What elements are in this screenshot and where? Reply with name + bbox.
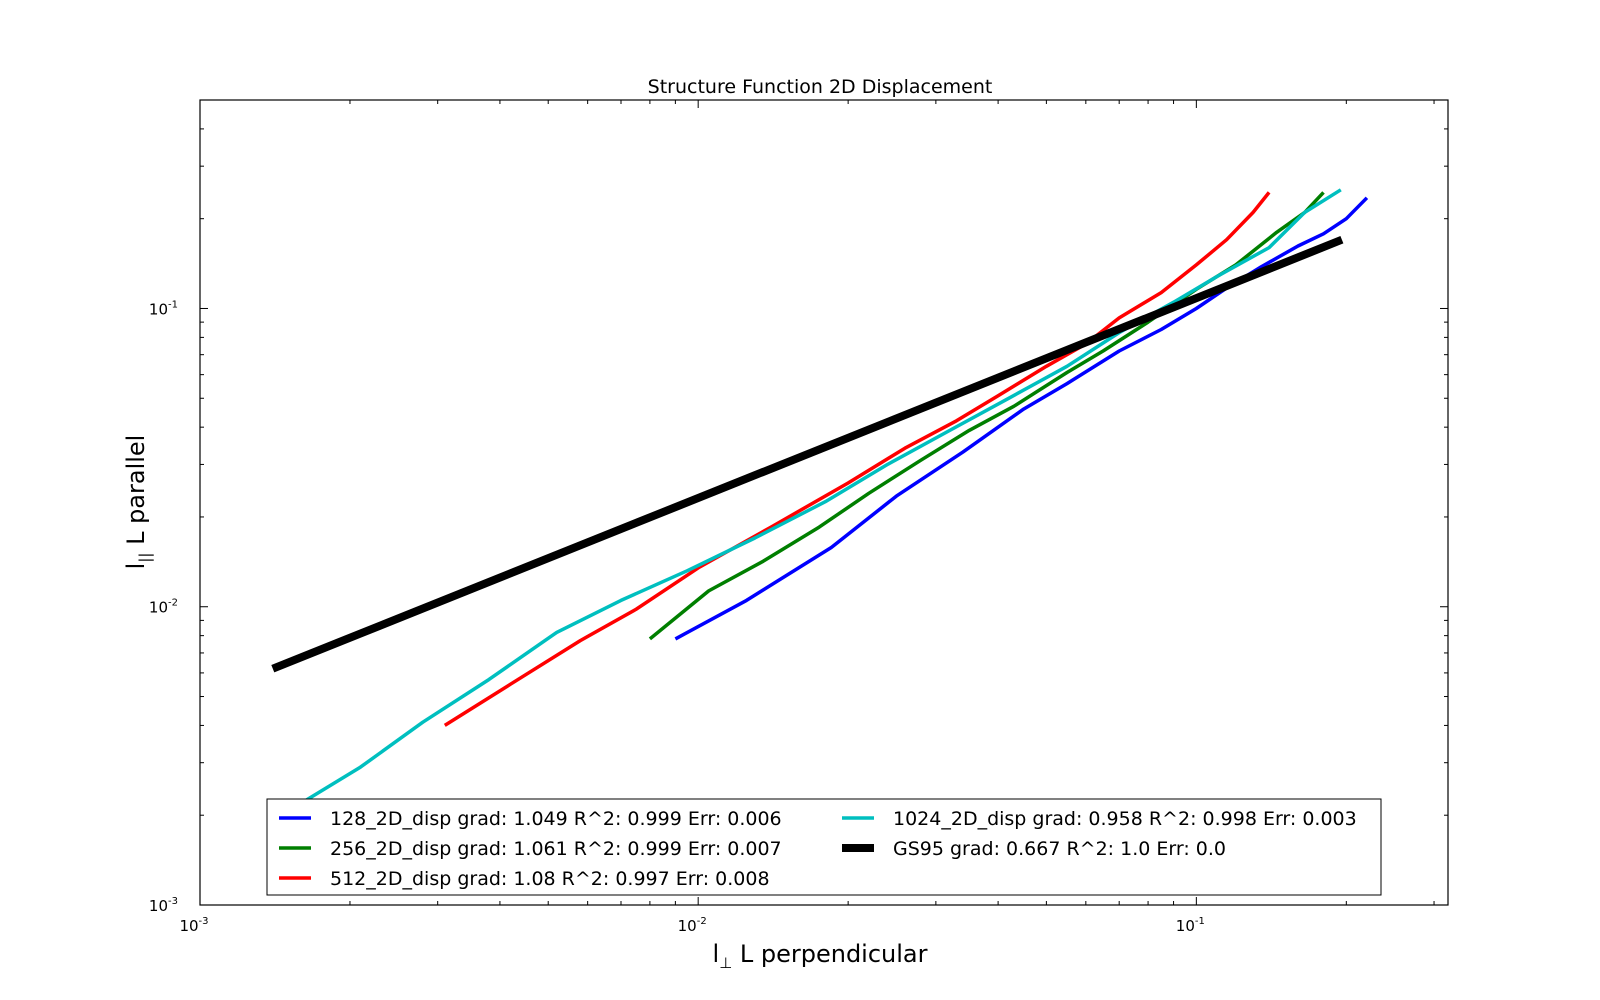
plot-frame (199, 99, 1449, 906)
y-tick-label: 10-2 (149, 598, 178, 617)
legend-label-3: 512_2D_disp grad: 1.08 R^2: 0.997 Err: 0… (330, 868, 770, 890)
legend-label-4: 1024_2D_disp grad: 0.958 R^2: 0.998 Err:… (893, 808, 1357, 830)
x-axis-label-text: L perpendicular (732, 940, 927, 968)
series-line-2 (648, 191, 1325, 641)
chart-title: Structure Function 2D Displacement (648, 76, 993, 98)
x-tick-base: 10 (1176, 917, 1195, 935)
legend-label-2: 256_2D_disp grad: 1.061 R^2: 0.999 Err: … (330, 838, 782, 860)
x-tick-base: 10 (678, 917, 697, 935)
series-line-5 (271, 235, 1344, 673)
x-axis-label: l⊥ L perpendicular (712, 940, 927, 972)
y-axis-label-symbol: l (122, 563, 150, 570)
y-tick-label: 10-1 (149, 299, 178, 318)
x-axis-label-subscript: ⊥ (719, 954, 732, 972)
y-axis-label-text: L parallel (122, 435, 150, 553)
series-layer (271, 188, 1369, 805)
ticks-layer: 10-3 10-2 10-110-310-210-1 (149, 99, 1448, 935)
legend-label-5: GS95 grad: 0.667 R^2: 1.0 Err: 0.0 (893, 838, 1226, 860)
y-tick-base: 10 (149, 599, 168, 617)
x-tick-exponent: -2 (697, 916, 707, 927)
y-tick-exponent: -1 (168, 299, 178, 310)
series-line-4 (300, 188, 1342, 805)
legend-label-1: 128_2D_disp grad: 1.049 R^2: 0.999 Err: … (330, 808, 782, 830)
x-tick-label: 10-2 (678, 916, 707, 935)
x-tick-exponent: -3 (199, 916, 209, 927)
series-line-1 (674, 196, 1369, 641)
y-tick-label: 10-3 (149, 896, 178, 915)
x-tick-exponent: -1 (1195, 916, 1205, 927)
x-tick-base: 10 (179, 917, 198, 935)
x-tick-label: 10-3 (179, 916, 208, 935)
y-tick-exponent: -3 (168, 896, 178, 907)
y-tick-base: 10 (149, 897, 168, 915)
y-axis-label: l|| L parallel (122, 435, 154, 570)
x-tick-label: 10-1 (1176, 916, 1205, 935)
legend: 128_2D_disp grad: 1.049 R^2: 0.999 Err: … (266, 798, 1382, 896)
y-tick-base: 10 (149, 300, 168, 318)
series-line-3 (443, 191, 1271, 727)
y-tick-exponent: -2 (168, 598, 178, 609)
legend-box (266, 798, 1382, 896)
x-axis-label-symbol: l (712, 940, 719, 968)
y-axis-label-subscript: || (136, 553, 154, 563)
